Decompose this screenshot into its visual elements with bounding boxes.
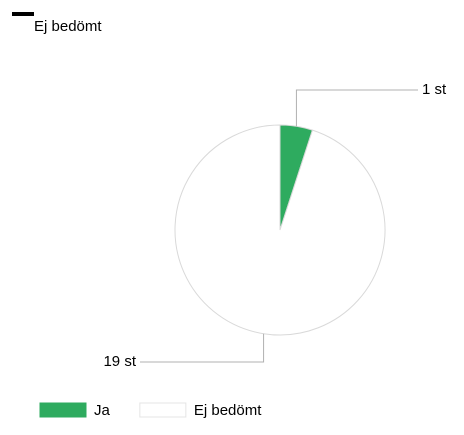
legend-label: Ja — [94, 402, 111, 419]
legend-label: Ej bedömt — [194, 402, 262, 419]
title-marker — [12, 12, 34, 16]
legend-swatch — [39, 402, 87, 418]
legend-swatch — [139, 402, 187, 418]
data-label: 19 st — [103, 353, 136, 370]
leader-line — [295, 89, 418, 127]
leader-line — [140, 333, 265, 363]
data-label: 1 st — [422, 81, 447, 98]
pie-slice — [174, 124, 386, 336]
chart-title: Ej bedömt — [34, 18, 102, 35]
